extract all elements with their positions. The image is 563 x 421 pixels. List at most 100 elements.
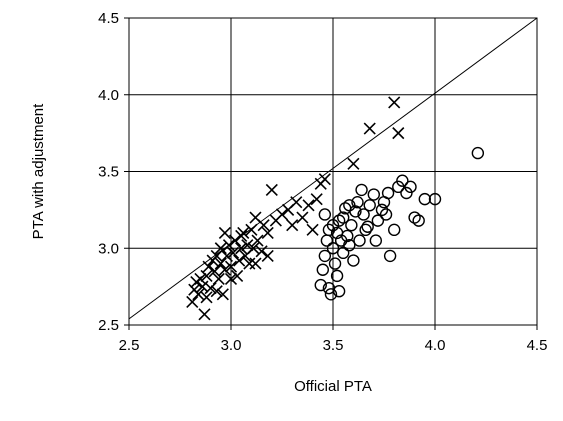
circle-marker-point [383,249,397,263]
x-marker-point [249,257,262,270]
x-marker-point [226,246,240,259]
circle-marker-point [371,214,385,227]
x-marker-point [302,199,315,212]
x-marker-point [200,269,213,282]
circle-marker-point [322,223,336,237]
x-tick-label: 3.0 [221,337,242,354]
circle-marker-point [392,180,405,194]
x-marker-point [208,265,221,278]
x-marker-point [222,239,236,252]
x-marker-point [347,157,360,170]
circle-marker-point [357,208,370,221]
x-marker-point [247,242,260,255]
circle-marker-point [345,219,358,232]
circle-marker-point [343,238,356,252]
x-marker-point [241,239,254,252]
circle-marker-point [351,195,364,209]
x-marker-point [290,196,303,209]
y-tick-label: 3.5 [98,164,119,181]
circle-marker-point [418,192,431,206]
x-marker-point [218,263,231,276]
x-tick-label: 4.5 [527,337,548,354]
x-marker-point [286,219,299,232]
x-marker-point [202,260,215,273]
circle-marker-point [355,183,368,197]
x-marker-point [198,308,211,321]
circle-marker-point [381,186,395,200]
x-marker-point [210,285,223,298]
circle-marker-point [367,188,380,201]
x-marker-point [231,269,244,282]
x-marker-point [210,249,223,262]
circle-marker-point [332,214,346,227]
circle-marker-point [363,199,376,212]
y-tick-label: 3.0 [98,240,119,257]
circle-marker-point [396,174,409,187]
x-marker-point [310,193,323,206]
x-marker-point [255,245,268,258]
x-marker-point [275,208,289,221]
x-tick-label: 4.0 [425,337,446,354]
y-tick-label: 4.5 [98,10,119,27]
circle-marker-point [326,242,340,255]
circle-marker-point [318,249,332,263]
x-marker-point [224,260,238,273]
x-marker-point [224,272,238,286]
x-marker-point [296,211,309,224]
circle-marker-point [412,214,425,227]
circle-marker-point [379,208,393,221]
circle-marker-point [318,208,332,221]
x-marker-point [243,257,256,270]
x-marker-point [388,96,401,109]
circle-marker-point [320,234,334,247]
x-tick-label: 2.5 [119,337,140,354]
circle-marker-point [337,211,350,224]
x-marker-point [233,254,246,267]
y-tick-label: 2.5 [98,317,119,334]
x-marker-point [214,257,227,270]
circle-marker-point [361,220,374,233]
x-axis-ticks: 2.5 3.0 3.5 4.0 4.5 [119,325,548,354]
x-marker-point [257,219,270,232]
circle-marker-point [408,211,421,224]
x-marker-point [261,226,274,239]
x-marker-point [251,234,264,247]
x-marker-point [216,288,229,301]
circle-marker-point [353,234,366,247]
x-marker-point [194,272,207,286]
x-marker-point [192,288,205,301]
circle-marker-point [400,186,413,200]
data-points [186,96,485,321]
circle-marker-point [314,278,327,292]
circle-marker-point [471,146,485,160]
circle-marker-point [359,223,372,237]
x-marker-point [186,295,199,309]
x-marker-point [363,122,376,135]
x-marker-point [212,272,225,286]
x-marker-point [265,183,278,196]
x-marker-point [218,226,231,239]
circle-marker-point [316,263,329,276]
circle-marker-point [330,269,344,283]
x-marker-point [392,127,405,140]
x-marker-point [318,173,331,186]
y-tick-label: 4.0 [98,87,119,104]
circle-marker-point [324,288,338,301]
x-marker-point [245,223,258,236]
x-marker-point [235,229,248,243]
x-tick-label: 3.5 [323,337,344,354]
x-marker-point [306,223,319,236]
circle-marker-point [347,254,360,267]
x-axis-title: Official PTA [294,378,372,395]
x-marker-point [220,249,233,262]
circle-marker-point [332,285,346,298]
x-marker-point [200,291,213,304]
reference-line [128,17,538,320]
x-marker-point [261,249,274,262]
circle-marker-point [341,229,354,243]
circle-marker-point [388,223,401,237]
circle-marker-point [349,205,362,218]
circle-marker-point [404,180,417,194]
circle-marker-point [369,234,383,247]
